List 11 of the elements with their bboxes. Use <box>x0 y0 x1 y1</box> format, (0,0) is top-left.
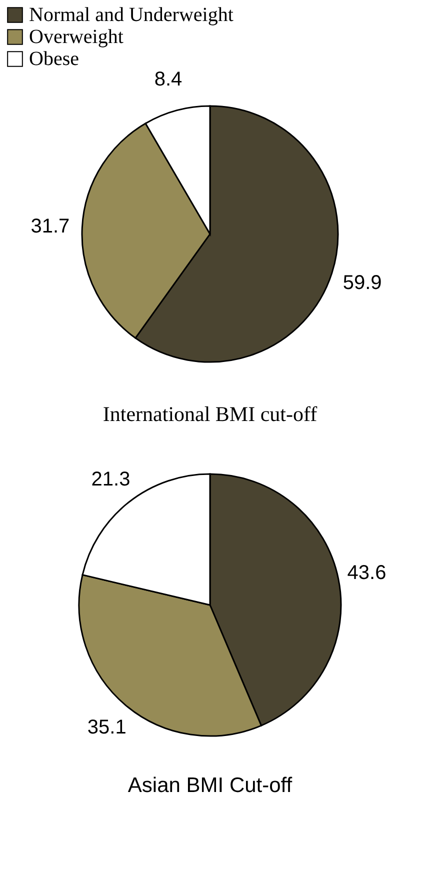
data-label: 31.7 <box>30 215 70 238</box>
text: Asian BMI Cut-off <box>128 774 292 797</box>
text: International BMI cut-off <box>102 402 318 426</box>
data-label: 21.3 <box>91 468 130 491</box>
data-label: 35.1 <box>87 716 126 738</box>
legend-label: Normal and Underweight <box>29 4 234 26</box>
legend-label: Overweight <box>29 26 124 48</box>
data-label: 59.9 <box>342 272 382 294</box>
data-label: 8.4 <box>154 68 182 91</box>
legend-label: Obese <box>29 48 80 70</box>
data-label: 43.6 <box>347 562 386 584</box>
